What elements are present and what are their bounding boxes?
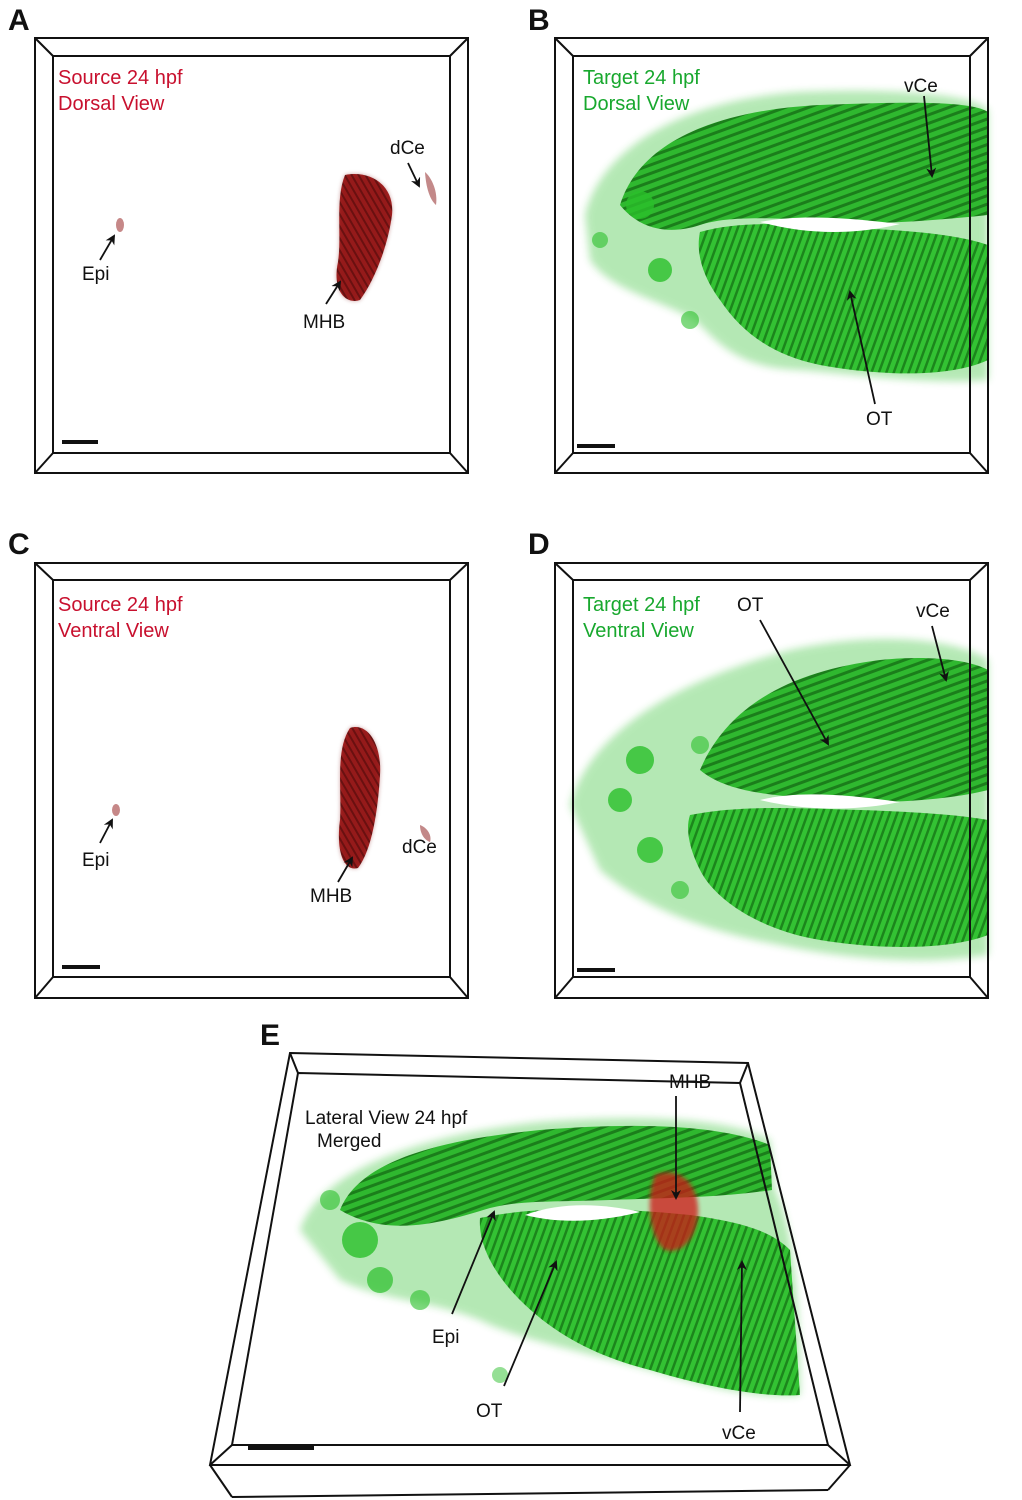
source-signal-mhb: [338, 727, 381, 869]
caption-line-1: Source 24 hpf: [58, 67, 183, 89]
scale-bar: [577, 444, 615, 448]
label-vce: vCe: [722, 1423, 756, 1444]
viewing-box: [554, 562, 989, 999]
caption-line-2: Ventral View: [58, 620, 169, 642]
panel-letter: D: [528, 528, 550, 561]
source-signal-dce: [420, 825, 431, 842]
label-vce: vCe: [916, 601, 950, 622]
label-vce: vCe: [904, 76, 938, 97]
panel-letter: E: [260, 1019, 280, 1052]
label-epi: Epi: [82, 264, 109, 285]
caption-line-2: Merged: [317, 1131, 381, 1152]
panel-b: B Target 24 hpf Dorsal View vCe OT: [528, 4, 989, 474]
arrow: [99, 818, 354, 883]
scale-bar: [577, 968, 615, 972]
label-mhb: MHB: [310, 886, 352, 907]
caption-line-1: Target 24 hpf: [583, 594, 700, 616]
label-dce: dCe: [402, 837, 437, 858]
scale-bar: [62, 965, 100, 969]
target-signal-brain: [570, 639, 988, 961]
merged-source-signal: [649, 1172, 699, 1251]
scale-bar: [62, 440, 98, 444]
target-signal-brain: [585, 90, 988, 382]
arrow: [451, 1096, 747, 1413]
source-signal-epi: [116, 218, 124, 232]
label-dce: dCe: [390, 138, 425, 159]
viewing-box: [208, 1051, 852, 1498]
label-mhb: MHB: [669, 1072, 711, 1093]
source-signal-epi: [112, 804, 120, 816]
panel-e: E Lateral View 24 hpf Merged: [208, 1019, 852, 1498]
viewing-box: [34, 562, 469, 999]
panel-c: C Source 24 hpf Ventral View Epi dCe MHB: [8, 528, 469, 999]
panel-a: A Source 24 hpf Dorsal View dCe Epi MHB: [8, 4, 469, 474]
viewing-box: [554, 37, 989, 474]
label-mhb: MHB: [303, 312, 345, 333]
caption-line-2: Dorsal View: [583, 93, 690, 115]
caption-line-1: Source 24 hpf: [58, 594, 183, 616]
label-ot: OT: [476, 1401, 503, 1422]
panel-letter: C: [8, 528, 30, 561]
label-ot: OT: [866, 409, 893, 430]
panel-letter: B: [528, 4, 550, 37]
arrow: [846, 95, 937, 405]
caption-line-1: Lateral View 24 hpf: [305, 1108, 468, 1129]
arrow: [759, 619, 949, 746]
scale-bar: [248, 1445, 314, 1450]
target-signal-brain: [300, 1118, 800, 1396]
panel-d: D Target 24 hpf Ventral View OT vCe: [528, 528, 989, 999]
label-ot: OT: [737, 595, 764, 616]
caption-line-2: Ventral View: [583, 620, 694, 642]
label-epi: Epi: [82, 850, 109, 871]
source-signal-mhb: [336, 174, 393, 301]
caption-line-1: Target 24 hpf: [583, 67, 700, 89]
label-epi: Epi: [432, 1327, 459, 1348]
source-signal-dce: [425, 172, 437, 205]
viewing-box: [34, 37, 469, 474]
caption-line-2: Dorsal View: [58, 93, 165, 115]
arrow: [99, 162, 421, 305]
panel-letter: A: [8, 4, 30, 37]
